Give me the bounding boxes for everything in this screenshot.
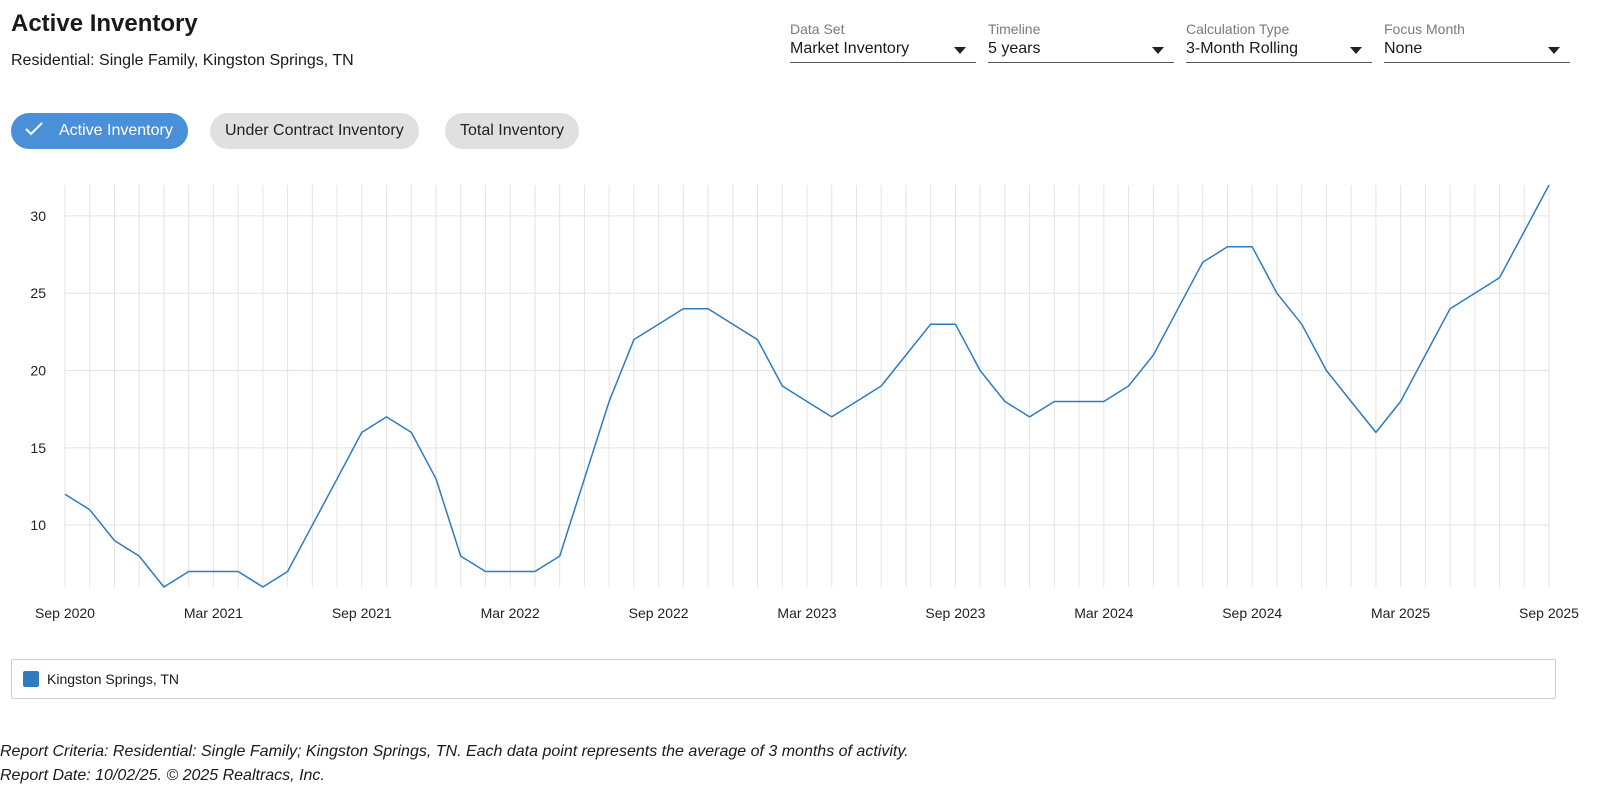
filter-calculation-type: Calculation Type 3-Month Rolling — [1186, 20, 1372, 63]
toggle-label: Total Inventory — [460, 122, 565, 139]
y-tick-label: 15 — [30, 440, 46, 456]
report-date: Report Date: 10/02/25. © 2025 Realtracs,… — [0, 767, 325, 784]
x-tick-label: Sep 2020 — [35, 605, 95, 621]
dropdown-caret-icon — [1350, 47, 1362, 54]
toggle-label: Under Contract Inventory — [225, 122, 404, 139]
checkmark-icon — [25, 122, 43, 136]
x-tick-label: Sep 2021 — [332, 605, 392, 621]
x-tick-label: Mar 2023 — [777, 605, 836, 621]
toggle-under-contract-inventory[interactable]: Under Contract Inventory — [210, 113, 419, 149]
series-line — [64, 184, 1550, 588]
data-set-select[interactable]: Market Inventory — [790, 38, 976, 63]
x-tick-label: Mar 2021 — [184, 605, 243, 621]
filter-label: Data Set — [790, 21, 845, 37]
toggle-active-inventory[interactable]: Active Inventory — [11, 113, 188, 149]
y-tick-label: 30 — [30, 208, 46, 224]
filter-data-set: Data Set Market Inventory — [790, 20, 976, 63]
x-tick-label: Sep 2024 — [1222, 605, 1282, 621]
filter-focus-month: Focus Month None — [1384, 20, 1570, 63]
x-tick-label: Sep 2022 — [629, 605, 689, 621]
x-tick-label: Sep 2023 — [925, 605, 985, 621]
legend-swatch[interactable] — [23, 671, 39, 687]
x-tick-label: Sep 2025 — [1519, 605, 1579, 621]
toggle-label: Active Inventory — [59, 122, 173, 139]
focus-month-select[interactable]: None — [1384, 38, 1570, 63]
y-tick-label: 10 — [30, 517, 46, 533]
select-value: 3-Month Rolling — [1186, 40, 1299, 57]
dropdown-caret-icon — [1548, 47, 1560, 54]
x-tick-label: Mar 2025 — [1371, 605, 1430, 621]
y-tick-label: 20 — [30, 363, 46, 379]
x-tick-label: Mar 2024 — [1074, 605, 1133, 621]
line-chart: 10 15 20 25 30 Sep 2020 Mar 2021 Sep 2021 Mar 20… — [30, 184, 1579, 621]
y-tick-label: 25 — [30, 285, 46, 301]
filter-timeline: Timeline 5 years — [988, 20, 1174, 63]
select-value: None — [1384, 40, 1423, 57]
filter-label: Calculation Type — [1186, 21, 1290, 37]
filter-label: Focus Month — [1384, 21, 1465, 37]
toggle-total-inventory[interactable]: Total Inventory — [445, 113, 580, 149]
filter-label: Timeline — [988, 21, 1041, 37]
x-tick-label: Mar 2022 — [481, 605, 540, 621]
dropdown-caret-icon — [954, 47, 966, 54]
timeline-select[interactable]: 5 years — [988, 38, 1174, 63]
select-value: Market Inventory — [790, 40, 910, 57]
page-subtitle: Residential: Single Family, Kingston Spr… — [11, 52, 354, 69]
page-title: Active Inventory — [11, 10, 198, 37]
chart-legend: Kingston Springs, TN — [11, 659, 1556, 699]
report-criteria: Report Criteria: Residential: Single Fam… — [0, 743, 909, 760]
calculation-type-select[interactable]: 3-Month Rolling — [1186, 38, 1372, 63]
legend-label: Kingston Springs, TN — [47, 671, 180, 687]
dropdown-caret-icon — [1152, 47, 1164, 54]
select-value: 5 years — [988, 40, 1041, 57]
